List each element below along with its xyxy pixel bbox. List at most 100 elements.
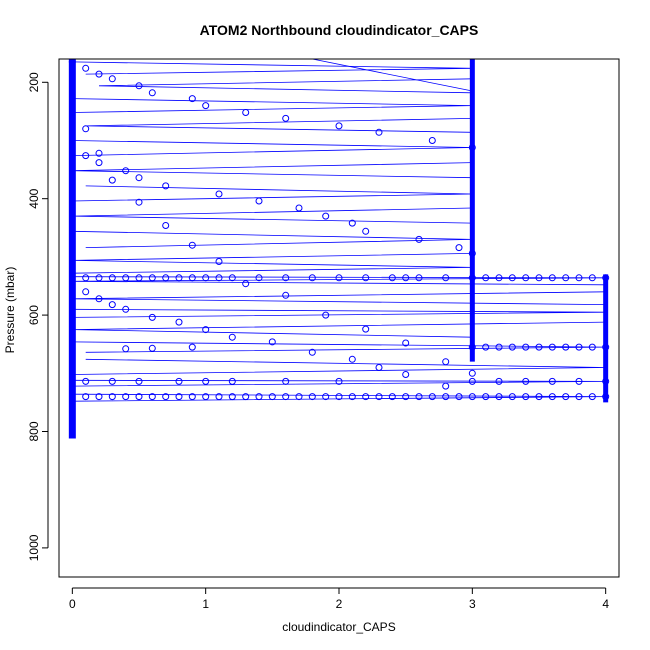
data-point: [202, 326, 210, 334]
data-point: [535, 393, 543, 401]
data-point: [108, 274, 116, 282]
data-point: [575, 377, 583, 385]
data-point: [242, 109, 250, 116]
data-point: [68, 59, 76, 66]
data-point: [415, 235, 423, 243]
data-point: [255, 274, 263, 282]
data-point: [362, 325, 370, 333]
data-point: [242, 280, 250, 288]
data-point: [362, 274, 370, 282]
data-point: [148, 274, 156, 282]
data-point: [468, 249, 476, 257]
data-point: [522, 377, 530, 385]
data-point: [122, 305, 130, 313]
data-point: [82, 274, 90, 282]
data-point: [268, 393, 276, 401]
data-point: [215, 190, 223, 198]
data-point: [122, 345, 130, 353]
data-point: [175, 393, 183, 401]
data-point: [415, 393, 423, 401]
data-point: [228, 274, 236, 282]
data-point: [215, 274, 223, 282]
data-point: [602, 377, 610, 385]
data-point: [108, 377, 116, 385]
data-point: [95, 70, 103, 78]
x-tick-label: 1: [202, 597, 209, 611]
data-point: [188, 343, 196, 351]
x-tick-label: 2: [336, 597, 343, 611]
data-point: [428, 393, 436, 401]
data-point: [442, 274, 450, 282]
data-point: [188, 393, 196, 401]
data-point: [175, 274, 183, 282]
data-point: [108, 393, 116, 401]
data-point: [108, 301, 116, 309]
data-point: [282, 393, 290, 401]
x-axis-label: cloudindicator_CAPS: [282, 620, 395, 634]
data-point: [95, 295, 103, 303]
data-point: [188, 95, 196, 103]
chart-title: ATOM2 Northbound cloudindicator_CAPS: [200, 22, 479, 38]
data-point: [162, 393, 170, 401]
data-point: [588, 393, 596, 401]
y-tick-label: 800: [27, 421, 41, 441]
data-point: [188, 274, 196, 282]
data-point: [308, 274, 316, 282]
data-point: [575, 343, 583, 351]
data-point: [575, 274, 583, 282]
data-point: [602, 274, 610, 282]
data-point: [455, 244, 463, 252]
data-point: [468, 343, 476, 351]
profile-line-10: [72, 276, 606, 286]
data-point: [148, 344, 156, 352]
data-point: [535, 274, 543, 282]
data-point: [82, 152, 90, 160]
data-point: [122, 393, 130, 401]
data-point: [482, 343, 490, 351]
data-point: [508, 274, 516, 282]
data-point: [135, 82, 143, 90]
data-point: [442, 393, 450, 401]
data-point: [82, 125, 90, 133]
data-point: [122, 167, 130, 175]
data-point: [375, 364, 383, 371]
y-tick-label: 600: [27, 305, 41, 325]
data-point: [602, 343, 610, 351]
data-point: [162, 222, 170, 229]
data-point: [108, 75, 116, 83]
data-point: [242, 393, 250, 401]
data-point: [308, 348, 316, 356]
data-point: [535, 343, 543, 351]
data-point: [495, 274, 503, 282]
data-point: [322, 212, 330, 220]
data-point: [215, 393, 223, 401]
data-point: [82, 377, 90, 385]
data-point: [95, 149, 103, 157]
data-point: [348, 219, 356, 227]
x-tick-label: 0: [69, 597, 76, 611]
data-point: [495, 393, 503, 401]
x-tick-label: 3: [469, 597, 476, 611]
data-point: [322, 311, 330, 319]
data-point: [508, 393, 516, 401]
data-point: [495, 377, 503, 385]
data-point: [95, 159, 103, 167]
data-point: [442, 358, 450, 366]
data-point: [522, 343, 530, 351]
data-point: [588, 274, 596, 282]
data-point: [175, 377, 183, 385]
data-point: [175, 318, 183, 326]
data-point: [548, 393, 556, 401]
plot-area: [68, 59, 610, 439]
data-point: [148, 313, 156, 321]
data-point: [348, 355, 356, 363]
data-point: [548, 274, 556, 282]
data-point: [402, 274, 410, 282]
data-point: [188, 241, 196, 249]
data-point: [588, 343, 596, 351]
data-point: [402, 371, 410, 378]
data-point: [375, 128, 383, 136]
data-point: [95, 393, 103, 401]
data-point: [522, 393, 530, 401]
y-tick-label: 400: [27, 188, 41, 208]
